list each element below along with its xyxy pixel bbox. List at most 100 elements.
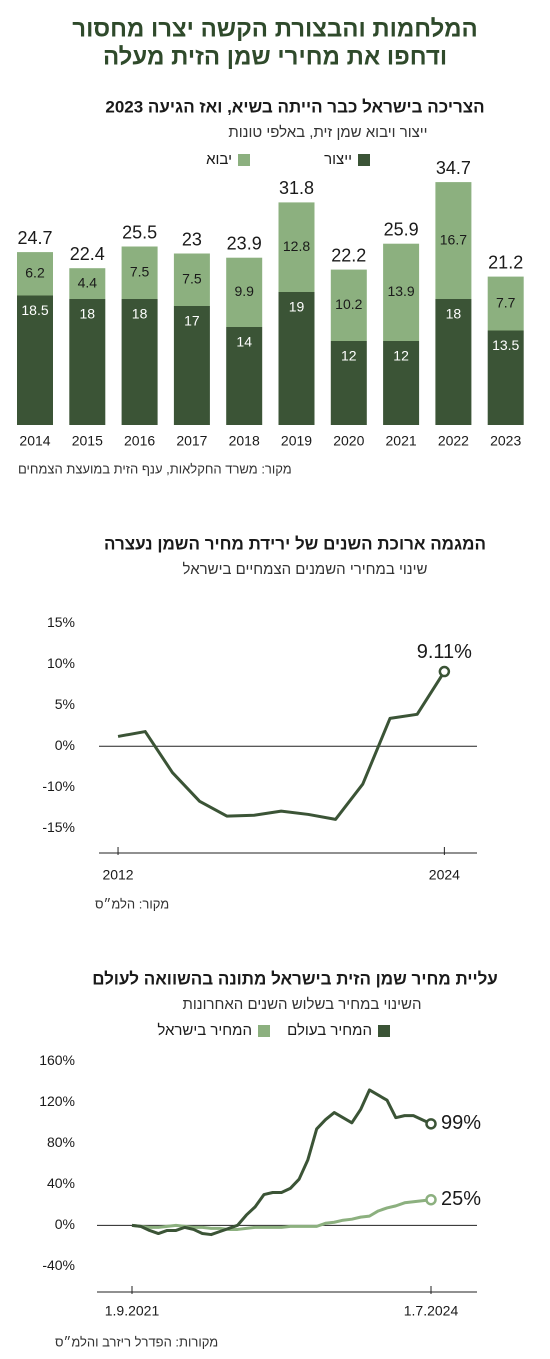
chart-subtitle: השינוי במחיר בשלוש השנים האחרונות xyxy=(183,996,422,1013)
bar-value-label: 12 xyxy=(341,348,357,364)
bar-segment xyxy=(69,299,106,425)
bar-segment xyxy=(121,299,158,425)
x-tick-label: 2023 xyxy=(490,433,521,449)
bar-segment xyxy=(487,276,524,331)
x-tick-label: 2014 xyxy=(19,433,50,449)
y-tick-label: 80% xyxy=(47,1134,75,1150)
bar-value-label: 16.7 xyxy=(440,231,467,247)
y-tick-label: -15% xyxy=(42,819,75,835)
y-tick-label: 0% xyxy=(55,1216,75,1232)
bar-segment xyxy=(330,269,367,341)
chart-title: הצריכה בישראל כבר הייתה בשיא, ואז הגיעה … xyxy=(105,97,484,116)
x-tick-label: 2012 xyxy=(102,867,133,883)
y-tick-label: 40% xyxy=(47,1175,75,1191)
bar-segment xyxy=(278,292,315,425)
bar-value-label: 7.5 xyxy=(130,263,150,279)
bar-value-label: 18 xyxy=(132,306,148,322)
bar-segment xyxy=(226,327,263,425)
legend-swatch xyxy=(258,1025,270,1037)
bar-total-label: 25.5 xyxy=(122,222,157,242)
bar-total-label: 22.2 xyxy=(331,245,366,265)
y-tick-label: 5% xyxy=(55,696,75,712)
x-tick-label: 2017 xyxy=(176,433,207,449)
bar-total-label: 23 xyxy=(182,229,202,249)
bar-value-label: 4.4 xyxy=(78,274,98,290)
bar-segment xyxy=(17,295,53,425)
bar-total-label: 24.7 xyxy=(17,228,52,248)
bar-value-label: 18 xyxy=(446,306,462,322)
data-line xyxy=(117,670,446,821)
bar-segment xyxy=(383,341,420,425)
bar-value-label: 19 xyxy=(289,299,305,315)
y-tick-label: 160% xyxy=(39,1052,75,1068)
y-tick-label: 120% xyxy=(39,1093,75,1109)
value-label: 99% xyxy=(441,1112,481,1134)
source-note: מקור: הלמ״ס xyxy=(95,896,169,911)
page-title: המלחמות והבצורת הקשה יצרו מחסור xyxy=(72,15,477,42)
data-line xyxy=(131,1088,432,1237)
x-tick-label: 2019 xyxy=(281,433,312,449)
bar-segment xyxy=(173,306,210,425)
end-marker xyxy=(425,1193,437,1206)
legend-label: יבוא xyxy=(206,151,232,168)
bar-total-label: 21.2 xyxy=(488,252,523,272)
x-tick-label: 2022 xyxy=(438,433,469,449)
end-marker xyxy=(438,665,451,678)
legend-label: המחיר בישראל xyxy=(157,1022,252,1039)
bar-segment xyxy=(383,243,420,341)
chart-title: עליית מחיר שמן הזית בישראל מתונה בהשוואה… xyxy=(92,969,498,988)
y-tick-label: -40% xyxy=(42,1257,75,1273)
legend-label: ייצור xyxy=(324,151,352,168)
bar-value-label: 6.2 xyxy=(25,265,45,281)
end-marker xyxy=(425,1118,437,1130)
legend-swatch xyxy=(358,154,370,166)
chart-subtitle: ייצור ויבוא שמן זית, באלפי טונות xyxy=(228,124,427,141)
bar-segment xyxy=(69,268,106,299)
legend-label: המחיר בעולם xyxy=(287,1022,372,1039)
y-tick-label: -10% xyxy=(42,778,75,794)
bar-segment xyxy=(435,299,472,425)
bar-value-label: 12.8 xyxy=(283,238,310,254)
bar-value-label: 14 xyxy=(236,334,252,350)
chart-title: המגמה ארוכת השנים של ירידת מחיר השמן נעצ… xyxy=(104,534,486,553)
x-tick-label: 2024 xyxy=(429,867,460,883)
y-tick-label: 0% xyxy=(55,737,75,753)
bar-value-label: 12 xyxy=(393,348,409,364)
bar-value-label: 17 xyxy=(184,313,200,329)
bar-segment xyxy=(487,330,524,425)
bar-total-label: 23.9 xyxy=(227,233,262,253)
bar-value-label: 10.2 xyxy=(335,296,362,312)
chart-subtitle: שינוי במחירי השמנים הצמחיים בישראל xyxy=(183,561,428,578)
source-note: מקור: משרד החקלאות, ענף הזית במועצת הצמח… xyxy=(18,461,292,476)
bar-value-label: 9.9 xyxy=(234,283,254,299)
x-tick-label: 2021 xyxy=(386,433,417,449)
bar-total-label: 25.9 xyxy=(384,219,419,239)
legend-swatch xyxy=(378,1025,390,1037)
bar-value-label: 13.5 xyxy=(492,337,519,353)
x-tick-label: 2018 xyxy=(229,433,260,449)
source-note: מקורות: הפדרל ריזרב והלמ״ס xyxy=(55,1334,218,1349)
x-tick-label: 1.9.2021 xyxy=(105,1303,160,1319)
legend-swatch xyxy=(238,154,250,166)
x-tick-label: 2016 xyxy=(124,433,155,449)
bar-segment xyxy=(226,257,263,327)
x-tick-label: 2015 xyxy=(72,433,103,449)
bar-total-label: 34.7 xyxy=(436,158,471,178)
value-label: 25% xyxy=(441,1188,481,1210)
bar-segment xyxy=(173,253,210,306)
page-title: ודחפו את מחירי שמן הזית מעלה xyxy=(103,43,447,70)
x-tick-label: 1.7.2024 xyxy=(404,1303,459,1319)
x-tick-label: 2020 xyxy=(333,433,364,449)
bar-total-label: 22.4 xyxy=(70,244,105,264)
bar-value-label: 13.9 xyxy=(387,283,414,299)
y-tick-label: 10% xyxy=(47,655,75,671)
y-tick-label: 15% xyxy=(47,614,75,630)
bar-total-label: 31.8 xyxy=(279,178,314,198)
bar-segment xyxy=(435,182,472,299)
bar-segment xyxy=(17,252,53,296)
bar-value-label: 18 xyxy=(80,306,96,322)
data-line xyxy=(131,1198,432,1231)
bar-segment xyxy=(330,341,367,425)
bar-segment xyxy=(278,202,315,292)
